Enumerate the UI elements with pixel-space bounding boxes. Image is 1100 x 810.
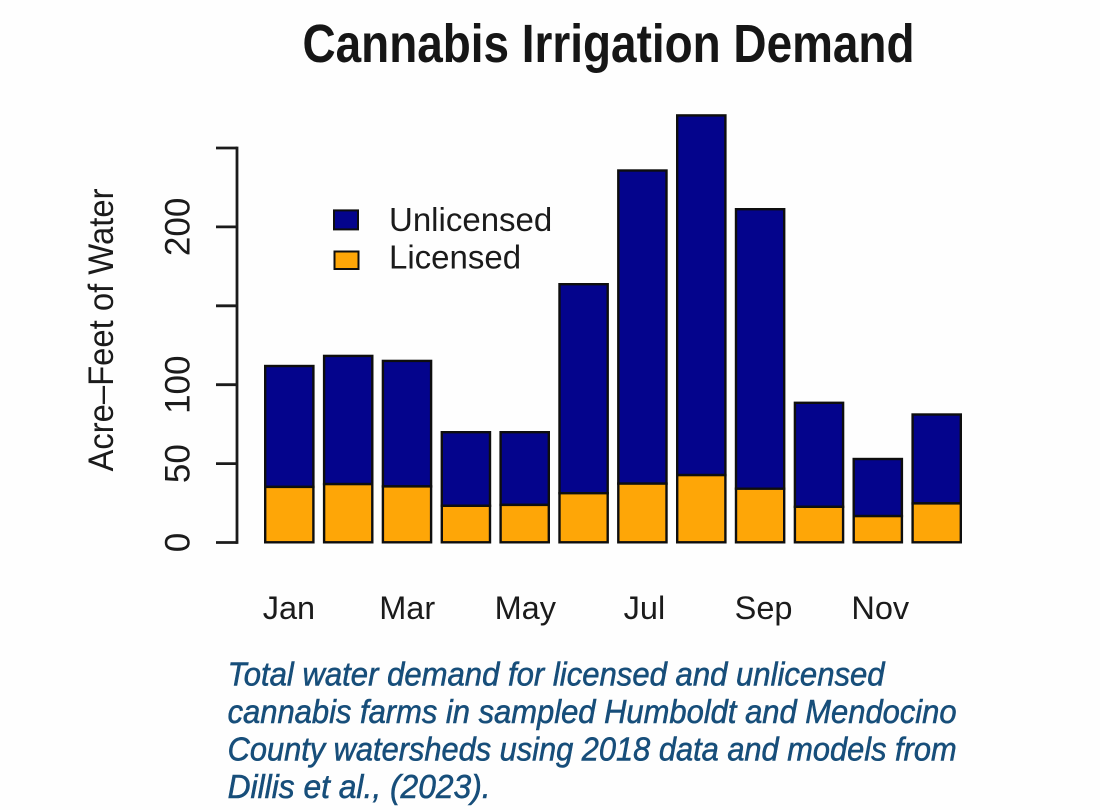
svg-text:Licensed: Licensed	[389, 239, 521, 276]
svg-text:200: 200	[159, 198, 198, 256]
svg-text:Acre–Feet of Water: Acre–Feet of Water	[82, 188, 121, 471]
svg-text:Dillis et al., (2023).: Dillis et al., (2023).	[228, 768, 491, 805]
svg-text:Nov: Nov	[851, 590, 910, 626]
svg-text:Jan: Jan	[263, 590, 315, 626]
svg-text:Total water demand for license: Total water demand for licensed and unli…	[228, 656, 887, 693]
svg-text:50: 50	[159, 444, 198, 483]
svg-text:Unlicensed: Unlicensed	[389, 201, 552, 238]
svg-text:Jul: Jul	[624, 590, 666, 626]
svg-text:May: May	[495, 590, 557, 626]
svg-text:Cannabis Irrigation Demand: Cannabis Irrigation Demand	[303, 15, 915, 74]
svg-text:Mar: Mar	[379, 590, 435, 626]
svg-text:cannabis farms in sampled Humb: cannabis farms in sampled Humboldt and M…	[228, 693, 957, 730]
svg-text:Sep: Sep	[735, 590, 793, 626]
svg-text:County watersheds using 2018 d: County watersheds using 2018 data and mo…	[228, 731, 957, 768]
svg-text:0: 0	[159, 533, 198, 552]
svg-text:100: 100	[159, 355, 198, 413]
